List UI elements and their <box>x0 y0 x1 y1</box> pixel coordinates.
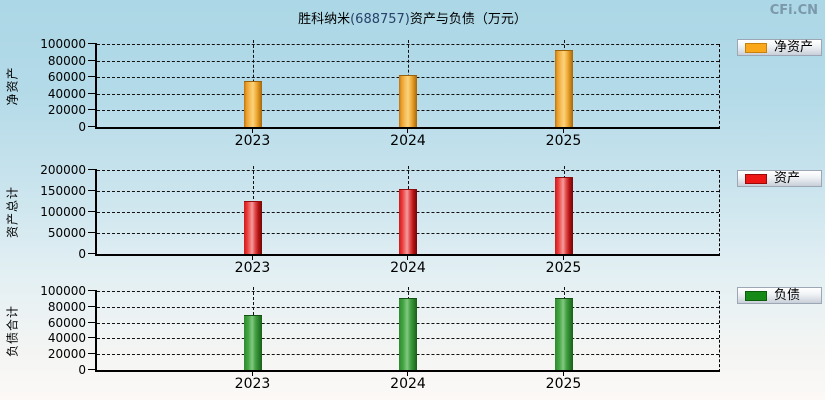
y-tick-label: 100000 <box>40 37 86 51</box>
y-tick-label: 150000 <box>40 184 86 198</box>
y-tick-label: 50000 <box>47 226 86 240</box>
y-axis-tick <box>88 109 97 111</box>
y-axis-tick <box>88 92 97 94</box>
plot-area-total-liabilities: 0 20000 40000 60000 80000 100000 2023 2024 2025 <box>40 284 720 392</box>
page-title: 胜科纳米(688757)资产与负债（万元） <box>0 8 825 27</box>
cfi-logo: CFi.CN <box>769 3 818 18</box>
bar-2024 <box>399 75 417 127</box>
bar-2024 <box>399 297 417 370</box>
y-axis-tick <box>88 290 97 291</box>
x-axis-label: 2023 <box>234 133 271 149</box>
x-axis-tick <box>251 254 253 260</box>
title-company: 胜科纳米 <box>298 12 351 27</box>
y-axis-title: 净资产 <box>5 65 20 106</box>
x-axis-label: 2024 <box>390 376 426 392</box>
x-axis-tick <box>407 254 408 260</box>
legend-swatch-red <box>745 173 767 184</box>
y-tick-label: 100000 <box>40 284 86 298</box>
y-axis-tick <box>88 369 97 370</box>
x-axis-tick <box>407 370 408 376</box>
y-tick-label: 80000 <box>47 299 86 314</box>
y-axis-tick <box>88 211 97 212</box>
legend-label: 净资产 <box>774 40 814 55</box>
y-axis-tick <box>88 305 97 307</box>
x-axis-tick <box>407 127 408 133</box>
x-axis-label: 2024 <box>390 133 426 149</box>
y-tick-label: 60000 <box>47 315 86 330</box>
y-tick-label: 20000 <box>47 103 86 118</box>
x-axis-tick <box>251 127 253 133</box>
y-axis-title: 负债合计 <box>5 304 20 357</box>
y-tick-label: 0 <box>78 247 86 261</box>
bar-2025 <box>554 50 573 127</box>
y-tick-label: 80000 <box>47 53 86 68</box>
y-axis-tick <box>88 337 97 339</box>
plot-area-net-assets: 0 20000 40000 60000 80000 100000 2023 2024 2025 <box>40 37 720 149</box>
y-tick-label: 100000 <box>40 205 86 219</box>
y-tick-label: 0 <box>78 120 86 134</box>
y-tick-label: 40000 <box>47 331 86 346</box>
bar-2023 <box>243 200 262 254</box>
y-tick-label: 20000 <box>47 347 86 362</box>
y-axis-tick <box>88 253 97 254</box>
title-subject: 资产与负债（万元） <box>409 12 527 27</box>
y-axis-tick <box>88 76 97 78</box>
y-tick-label: 200000 <box>40 163 86 177</box>
bar-2025 <box>554 176 573 254</box>
y-axis-tick <box>88 169 97 170</box>
x-axis-label: 2025 <box>545 260 582 276</box>
y-axis-tick <box>88 59 97 61</box>
x-axis-label: 2023 <box>234 376 271 392</box>
legend-total-liabilities: 负债 <box>737 287 822 304</box>
x-axis-label: 2023 <box>234 260 271 276</box>
bar-2024 <box>399 189 417 254</box>
y-axis-tick <box>88 321 97 323</box>
x-axis-label: 2025 <box>545 133 582 149</box>
x-axis-tick <box>251 370 253 376</box>
y-tick-label: 40000 <box>47 86 86 101</box>
bar-2023 <box>243 81 262 127</box>
y-tick-label: 60000 <box>47 70 86 85</box>
legend-net-assets: 净资产 <box>737 39 822 56</box>
y-axis-tick <box>88 126 97 127</box>
x-axis-label: 2024 <box>390 260 426 276</box>
x-axis-tick <box>562 127 564 133</box>
y-axis-tick <box>88 232 97 233</box>
bar-2025 <box>554 297 573 370</box>
x-axis-tick <box>562 370 564 376</box>
legend-label: 负债 <box>774 288 801 303</box>
x-axis-tick <box>562 254 564 260</box>
x-axis-label: 2025 <box>545 376 582 392</box>
legend-label: 资产 <box>774 171 801 186</box>
y-tick-label: 0 <box>78 363 86 377</box>
bar-2023 <box>243 314 262 370</box>
legend-total-assets: 资产 <box>737 170 822 187</box>
legend-swatch-green <box>745 290 767 301</box>
legend-swatch-orange <box>745 42 767 53</box>
y-axis-tick <box>88 353 97 355</box>
title-stock-code: (688757) <box>350 12 410 27</box>
y-axis-tick <box>88 190 97 191</box>
plot-area-total-assets: 0 50000 100000 150000 200000 2023 2024 2025 <box>40 163 720 276</box>
y-axis-tick <box>88 43 97 44</box>
y-axis-title: 资产总计 <box>5 185 20 239</box>
